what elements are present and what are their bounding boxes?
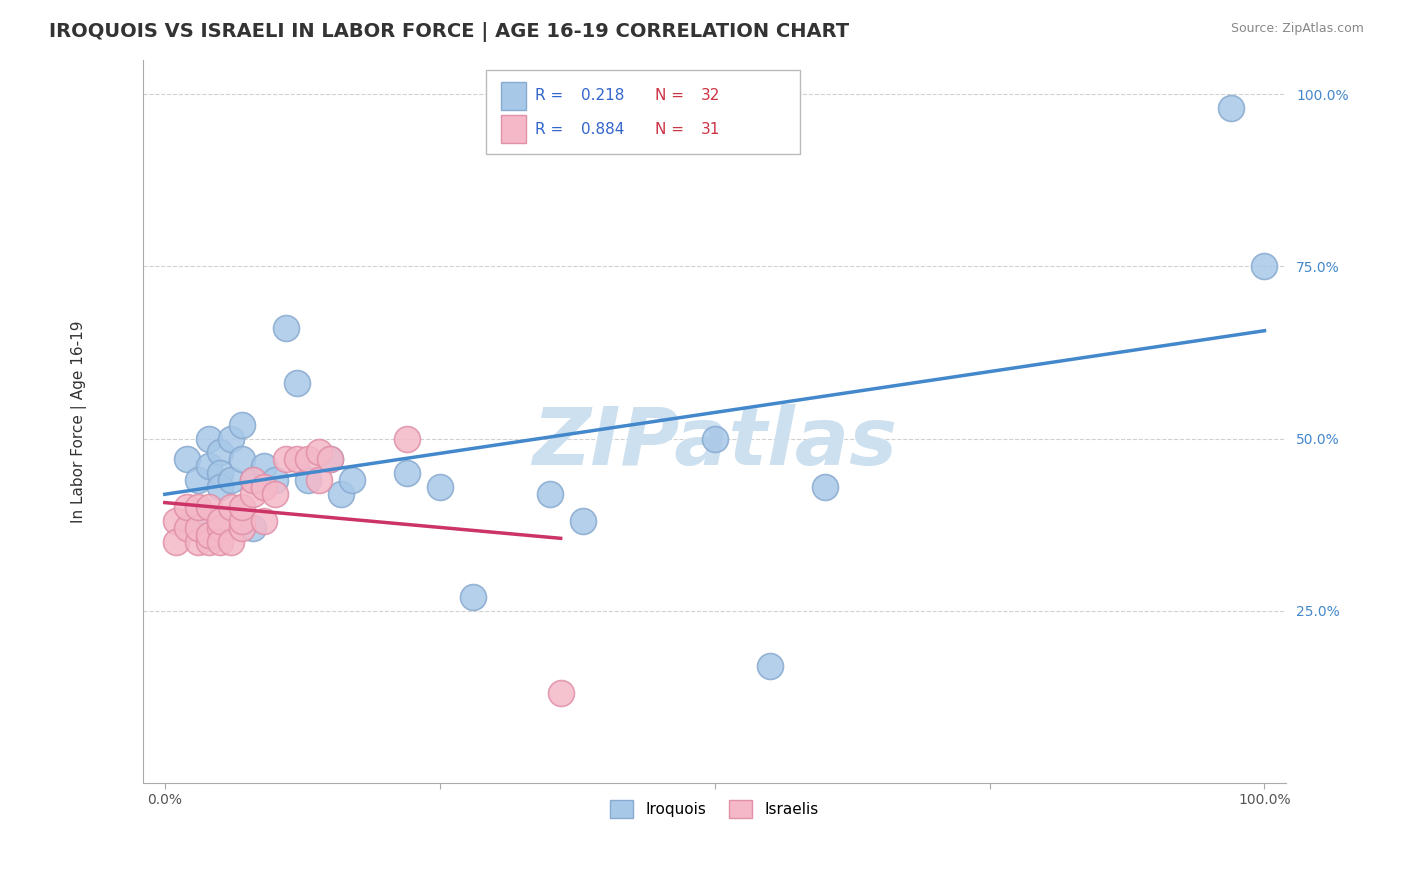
Point [231,500,253,515]
Point [813,480,835,494]
Point [319,452,342,467]
Point [253,459,276,474]
Point [242,521,264,535]
Point [176,521,198,535]
Text: 0.218: 0.218 [581,88,624,103]
Point [274,321,297,335]
Legend: Iroquois, Israelis: Iroquois, Israelis [603,792,827,826]
Text: 32: 32 [702,88,720,103]
Text: N =: N = [655,88,689,103]
Point [308,445,330,459]
Point [197,535,219,549]
Y-axis label: In Labor Force | Age 16-19: In Labor Force | Age 16-19 [72,320,87,523]
Point [297,473,319,487]
Point [395,432,418,446]
Point [253,514,276,528]
Point [297,452,319,467]
Point [187,500,209,515]
Point [197,500,219,515]
Point [329,486,352,500]
Point [208,466,231,480]
Point [219,500,242,515]
Point [231,521,253,535]
Point [231,452,253,467]
Point [285,452,308,467]
Point [208,445,231,459]
Point [165,514,187,528]
Point [285,376,308,391]
Point [176,452,198,467]
Point [253,480,276,494]
Point [187,535,209,549]
Point [1220,101,1243,115]
Point [219,473,242,487]
Point [274,452,297,467]
Point [197,459,219,474]
Point [550,686,572,700]
Text: 0.884: 0.884 [581,121,624,136]
Point [208,535,231,549]
Point [461,590,484,604]
Point [208,521,231,535]
Point [538,486,561,500]
FancyBboxPatch shape [501,115,526,143]
Point [319,452,342,467]
Point [165,535,187,549]
Point [263,473,285,487]
Point [1253,260,1275,274]
Text: IROQUOIS VS ISRAELI IN LABOR FORCE | AGE 16-19 CORRELATION CHART: IROQUOIS VS ISRAELI IN LABOR FORCE | AGE… [49,22,849,42]
Point [308,473,330,487]
Point [197,528,219,542]
FancyBboxPatch shape [486,70,800,153]
Point [429,480,451,494]
Point [263,486,285,500]
Point [208,514,231,528]
Text: 31: 31 [702,121,720,136]
Point [187,473,209,487]
Point [571,514,593,528]
Text: N =: N = [655,121,689,136]
Point [340,473,363,487]
Point [208,480,231,494]
Point [242,473,264,487]
Point [219,432,242,446]
Text: R =: R = [536,121,568,136]
FancyBboxPatch shape [501,82,526,110]
Point [197,432,219,446]
Point [231,417,253,432]
Point [187,514,209,528]
Text: R =: R = [536,88,568,103]
Point [176,500,198,515]
Point [231,514,253,528]
Point [242,486,264,500]
Point [395,466,418,480]
Point [187,521,209,535]
Text: Source: ZipAtlas.com: Source: ZipAtlas.com [1230,22,1364,36]
Point [758,659,780,673]
Point [703,432,725,446]
Point [219,535,242,549]
Text: ZIPatlas: ZIPatlas [531,404,897,482]
Point [242,473,264,487]
